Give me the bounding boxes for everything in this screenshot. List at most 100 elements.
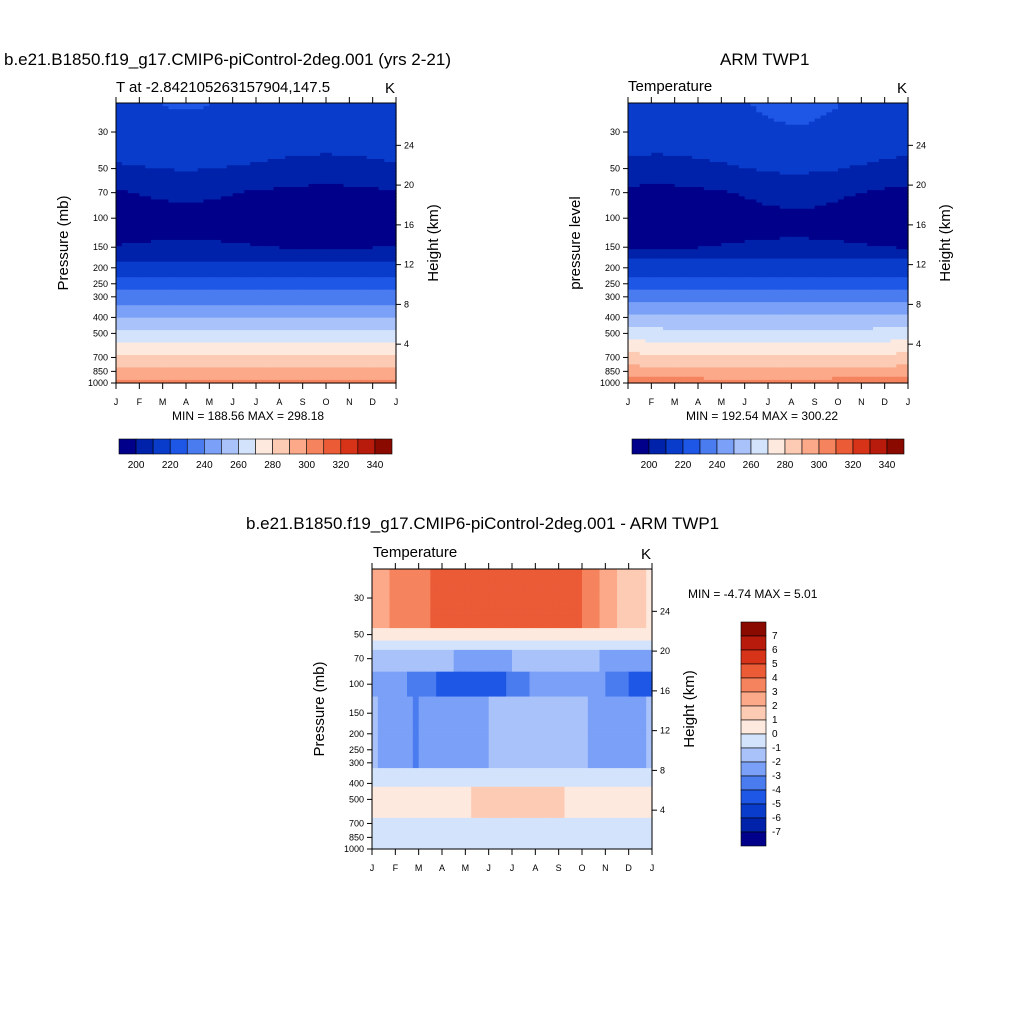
panel1-cell — [355, 205, 362, 210]
panel1-cell — [256, 358, 263, 362]
panel1-cell — [361, 342, 368, 347]
panel1-cell — [267, 221, 275, 225]
panel2-cell — [820, 115, 827, 120]
panel1-cell — [366, 187, 374, 191]
panel1-cell — [203, 199, 210, 204]
panel1-cell — [372, 171, 380, 176]
panel1-cell — [180, 330, 187, 334]
panel1-cell — [250, 339, 257, 344]
panel1-cell — [127, 115, 135, 120]
panel1-cell — [320, 106, 327, 110]
panel1-cell — [215, 109, 222, 113]
panel1-cell — [197, 295, 205, 300]
panel2-cell — [727, 124, 734, 129]
panel2-cell — [773, 106, 781, 110]
panel1-cell — [326, 361, 333, 365]
panel1-cell — [191, 134, 199, 138]
panel1-cell — [378, 376, 385, 381]
panel1-cell — [203, 174, 210, 179]
panel1-cell — [121, 146, 129, 151]
panel2-cell — [651, 127, 658, 132]
panel1-cell — [279, 299, 286, 303]
panel1-cell — [221, 196, 228, 201]
panel1-cell — [343, 339, 350, 344]
panel1-cell — [308, 221, 315, 225]
panel1-cell — [232, 246, 240, 250]
panel1-cell — [384, 373, 391, 378]
panel1-cell — [291, 127, 298, 132]
panel1-cell — [232, 208, 240, 213]
panel1-cell — [256, 180, 263, 185]
panel2-cell — [884, 121, 892, 126]
panel2-cell — [715, 106, 722, 110]
panel1-cell — [145, 323, 152, 328]
panel1-cell — [308, 277, 315, 281]
panel1-cell — [168, 236, 175, 241]
panel2-cell — [750, 124, 757, 129]
panel2-cell — [639, 106, 647, 110]
panel1-cell — [349, 376, 356, 381]
panel1-cell — [296, 305, 304, 309]
panel1-cell — [145, 314, 152, 319]
panel1-cell — [238, 308, 245, 313]
panel1-cell — [168, 345, 175, 350]
panel1-cell — [256, 305, 263, 309]
panel1-cell — [215, 274, 222, 278]
panel1-cell — [139, 358, 146, 362]
panel1-cell — [378, 295, 385, 300]
panel1-cell — [308, 224, 315, 229]
panel1-cell — [133, 277, 140, 281]
panel1-cell — [232, 218, 240, 222]
panel1-cell — [384, 121, 391, 126]
panel1-cell — [209, 367, 216, 372]
panel1-cell — [314, 118, 321, 123]
panel1-cell — [127, 323, 135, 328]
panel1-cell — [337, 180, 345, 185]
panel1-cell — [296, 174, 304, 179]
panel1-cell — [156, 143, 164, 148]
panel1-cell — [151, 376, 158, 381]
panel1-cell — [186, 376, 193, 381]
panel1-cell — [127, 227, 135, 232]
panel1-cell — [302, 118, 310, 123]
panel1-cell — [378, 351, 385, 356]
panel2-cell — [785, 115, 792, 120]
panel1-cell — [186, 364, 193, 369]
panel1-cell — [186, 193, 193, 197]
panel1-cell — [372, 355, 380, 359]
panel1-cell — [361, 168, 368, 173]
panel1-cell — [162, 168, 170, 173]
panel1-cell — [133, 364, 140, 369]
panel1-cell — [267, 177, 275, 182]
panel2-cell — [849, 118, 857, 123]
panel1-cell — [156, 208, 164, 213]
panel1-cell — [302, 373, 310, 378]
panel1-cell — [326, 302, 333, 306]
panel1-cell — [127, 211, 135, 216]
panel1-cell — [162, 227, 170, 232]
panel1-cell — [244, 379, 251, 384]
panel2-cell — [832, 124, 839, 129]
panel1-cell — [343, 249, 350, 253]
panel1-cell — [139, 112, 146, 117]
panel1-cell — [238, 239, 245, 244]
panel1-cell — [308, 199, 315, 204]
panel1-cell — [279, 221, 286, 225]
panel1-cell — [273, 106, 280, 110]
panel2-cell — [884, 115, 892, 120]
panel1-cell — [366, 258, 374, 263]
panel1-cell — [186, 152, 193, 157]
panel1-cell — [267, 134, 275, 138]
panel1-cell — [355, 196, 362, 201]
panel1-cell — [174, 355, 181, 359]
panel1-cell — [197, 168, 205, 173]
panel1-cell — [116, 174, 123, 179]
panel1-cell — [279, 208, 286, 213]
panel1-cell — [156, 159, 164, 163]
panel1-cell — [133, 299, 140, 303]
panel1-cell — [372, 351, 380, 356]
panel1-cell — [308, 292, 315, 297]
panel1-cell — [378, 115, 385, 120]
panel1-cell — [314, 190, 321, 194]
panel1-cell — [302, 124, 310, 129]
